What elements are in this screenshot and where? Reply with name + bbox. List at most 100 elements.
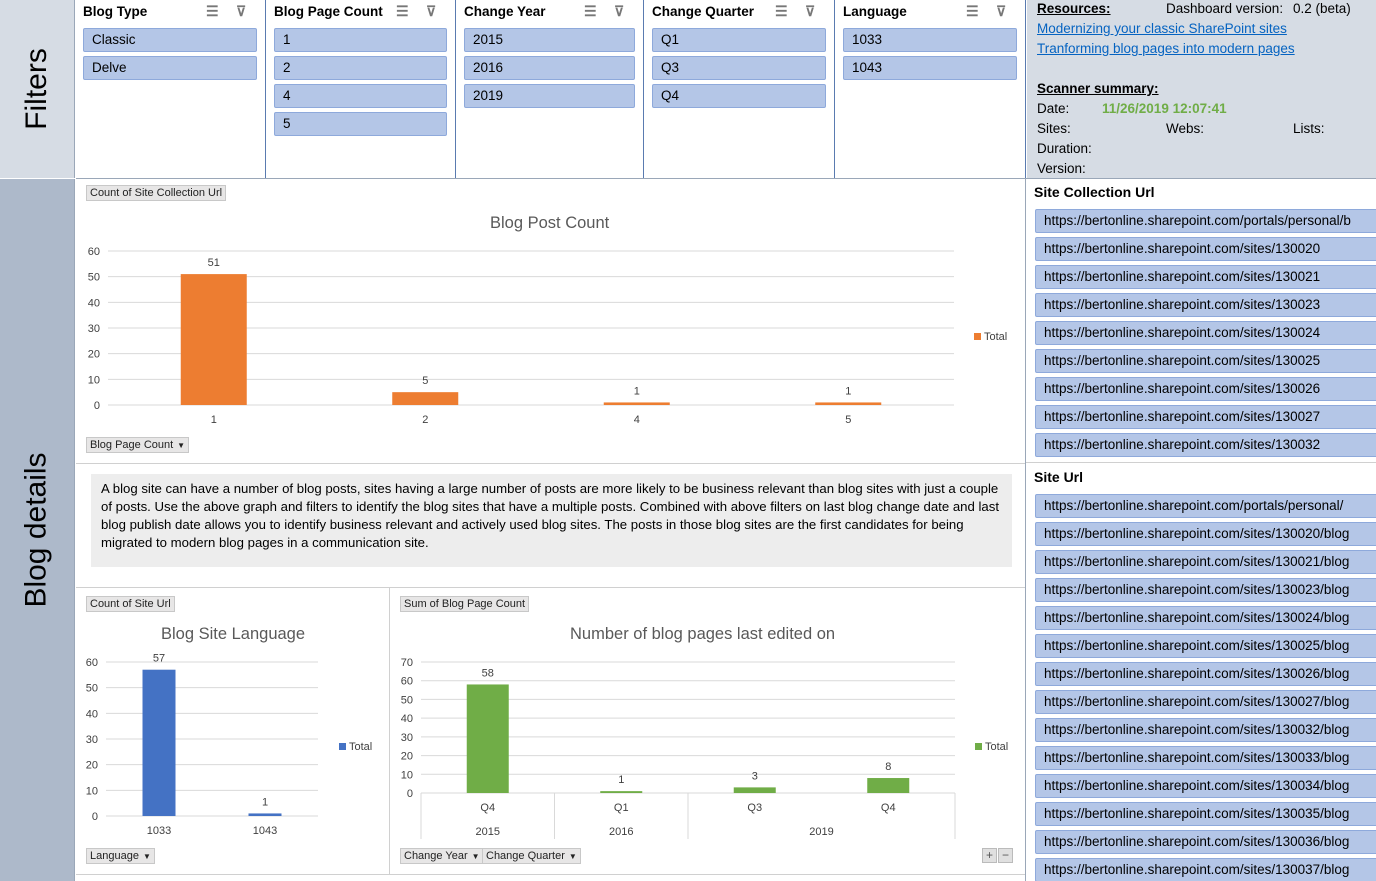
expand-field-icon[interactable]: + (982, 848, 997, 863)
multi-select-icon[interactable]: ☰ (775, 3, 788, 19)
site-url-item[interactable]: https://bertonline.sharepoint.com/sites/… (1035, 578, 1376, 602)
details-band: Blog details (0, 179, 75, 881)
multi-select-icon[interactable]: ☰ (966, 3, 979, 19)
slicer-item[interactable]: 2015 (464, 28, 635, 52)
slicer-item[interactable]: 2 (274, 56, 447, 80)
chart2-filter-label: Language (90, 850, 139, 862)
modernizing-link[interactable]: Modernizing your classic SharePoint site… (1037, 21, 1287, 36)
y-tick-label: 30 (86, 734, 98, 746)
y-tick-label: 70 (401, 657, 413, 669)
slicer-item[interactable]: Q3 (652, 56, 826, 80)
site-url-item[interactable]: https://bertonline.sharepoint.com/sites/… (1035, 858, 1376, 881)
site-collection-item[interactable]: https://bertonline.sharepoint.com/sites/… (1035, 321, 1376, 345)
y-tick-label: 60 (401, 676, 413, 688)
data-label: 58 (482, 667, 494, 679)
duration-label: Duration: (1037, 141, 1092, 156)
multi-select-icon[interactable]: ☰ (396, 3, 409, 19)
slicer-item[interactable]: 2016 (464, 56, 635, 80)
slicer-items: 1033 1043 (835, 26, 1025, 86)
bar (815, 402, 882, 405)
slicer-item[interactable]: 4 (274, 84, 447, 108)
multi-select-icon[interactable]: ☰ (584, 3, 597, 19)
chart3-filter-quarter-label: Change Quarter (486, 850, 565, 862)
site-url-item[interactable]: https://bertonline.sharepoint.com/sites/… (1035, 746, 1376, 770)
y-tick-label: 50 (86, 683, 98, 695)
site-collection-item[interactable]: https://bertonline.sharepoint.com/sites/… (1035, 377, 1376, 401)
y-tick-label: 20 (86, 760, 98, 772)
slicer-header: Blog Type ☰ ⊽ (75, 0, 265, 26)
site-url-item[interactable]: https://bertonline.sharepoint.com/sites/… (1035, 606, 1376, 630)
bar (603, 402, 670, 405)
group-label: 2016 (609, 826, 633, 838)
chart2-svg: 0 10 20 30 40 50 60 57 1033 1 1043 Total (86, 653, 373, 837)
slicer-item[interactable]: 1043 (843, 56, 1017, 80)
y-tick-label: 0 (92, 811, 98, 823)
clear-filter-icon[interactable]: ⊽ (614, 3, 625, 19)
chevron-down-icon: ▼ (568, 852, 577, 861)
chart2-field-badge[interactable]: Count of Site Url (86, 596, 175, 612)
slicer-item[interactable]: 2019 (464, 84, 635, 108)
slicer-item[interactable]: 5 (274, 112, 447, 136)
slicer-title: Language (843, 4, 907, 19)
data-label: 1 (262, 796, 268, 808)
group-label: 2015 (476, 826, 500, 838)
site-url-item[interactable]: https://bertonline.sharepoint.com/sites/… (1035, 802, 1376, 826)
dashboard-version-label: Dashboard version: (1166, 1, 1284, 16)
clear-filter-icon[interactable]: ⊽ (805, 3, 816, 19)
chart3-filter-button-quarter[interactable]: Change Quarter ▼ (482, 848, 581, 864)
clear-filter-icon[interactable]: ⊽ (426, 3, 437, 19)
slicer-items: Classic Delve (75, 26, 265, 86)
site-url-item[interactable]: https://bertonline.sharepoint.com/sites/… (1035, 550, 1376, 574)
slicer-item[interactable]: Classic (83, 28, 257, 52)
y-tick-label: 20 (401, 751, 413, 763)
site-url-item[interactable]: https://bertonline.sharepoint.com/portal… (1035, 494, 1376, 518)
site-collection-item[interactable]: https://bertonline.sharepoint.com/sites/… (1035, 265, 1376, 289)
filters-band: Filters (0, 0, 75, 178)
site-url-item[interactable]: https://bertonline.sharepoint.com/sites/… (1035, 830, 1376, 854)
slicer-item[interactable]: Q1 (652, 28, 826, 52)
data-label: 57 (153, 653, 165, 665)
site-collection-item[interactable]: https://bertonline.sharepoint.com/portal… (1035, 209, 1376, 233)
site-collection-item[interactable]: https://bertonline.sharepoint.com/sites/… (1035, 405, 1376, 429)
chart2-right-rule (389, 588, 390, 875)
site-collection-item[interactable]: https://bertonline.sharepoint.com/sites/… (1035, 293, 1376, 317)
slicer-items: 1 2 4 5 (266, 26, 455, 142)
site-url-item[interactable]: https://bertonline.sharepoint.com/sites/… (1035, 522, 1376, 546)
collapse-field-icon[interactable]: − (998, 848, 1013, 863)
slicer-item[interactable]: Delve (83, 56, 257, 80)
slicer-header: Change Quarter ☰ ⊽ (644, 0, 834, 26)
clear-filter-icon[interactable]: ⊽ (996, 3, 1007, 19)
site-collection-item[interactable]: https://bertonline.sharepoint.com/sites/… (1035, 237, 1376, 261)
data-label: 3 (752, 770, 758, 782)
site-url-item[interactable]: https://bertonline.sharepoint.com/sites/… (1035, 718, 1376, 742)
multi-select-icon[interactable]: ☰ (206, 3, 219, 19)
slicer-items: 2015 2016 2019 (456, 26, 643, 114)
site-collection-item[interactable]: https://bertonline.sharepoint.com/sites/… (1035, 349, 1376, 373)
chart3-field-badge[interactable]: Sum of Blog Page Count (400, 596, 530, 612)
chart1-field-badge[interactable]: Count of Site Collection Url (86, 185, 227, 201)
site-url-item[interactable]: https://bertonline.sharepoint.com/sites/… (1035, 774, 1376, 798)
slicer-item[interactable]: 1033 (843, 28, 1017, 52)
chart3-filter-button-year[interactable]: Change Year ▼ (400, 848, 484, 864)
transforming-link[interactable]: Tranforming blog pages into modern pages (1037, 41, 1295, 56)
slicer-item[interactable]: 1 (274, 28, 447, 52)
chart3-svg: 0 10 20 30 40 50 60 70 58 Q4 1 Q1 3 Q3 8 Q4 2015 2016 2019… (401, 657, 1008, 839)
site-url-item[interactable]: https://bertonline.sharepoint.com/sites/… (1035, 690, 1376, 714)
version-label: Version: (1037, 161, 1086, 176)
clear-filter-icon[interactable]: ⊽ (236, 3, 247, 19)
resources-panel: Resources: Dashboard version: 0.2 (beta)… (1027, 0, 1376, 178)
data-label: 5 (422, 375, 428, 387)
site-collection-item[interactable]: https://bertonline.sharepoint.com/sites/… (1035, 433, 1376, 457)
chart2-filter-button[interactable]: Language ▼ (86, 848, 155, 864)
chart1-bottom-rule (76, 463, 1025, 464)
chart1-filter-button[interactable]: Blog Page Count ▼ (86, 437, 190, 453)
bar (180, 274, 247, 405)
legend-label: Total (984, 331, 1007, 343)
x-tick-label: Q4 (480, 802, 495, 814)
slicer-item[interactable]: Q4 (652, 84, 826, 108)
x-tick-label: Q1 (614, 802, 629, 814)
slicer-change-quarter: Change Quarter ☰ ⊽ Q1 Q3 Q4 (644, 0, 835, 178)
site-url-item[interactable]: https://bertonline.sharepoint.com/sites/… (1035, 634, 1376, 658)
site-url-item[interactable]: https://bertonline.sharepoint.com/sites/… (1035, 662, 1376, 686)
site-url-title: Site Url (1034, 469, 1084, 485)
